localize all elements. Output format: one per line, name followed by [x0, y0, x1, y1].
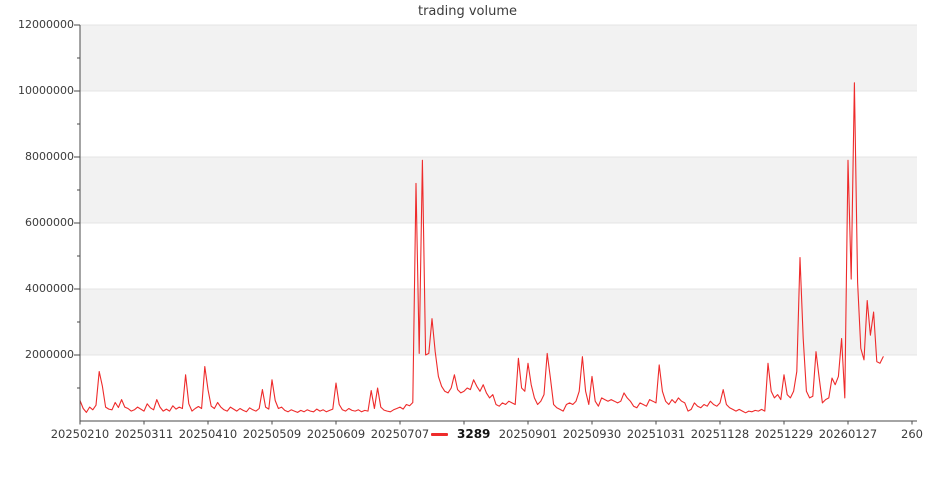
x-tick-label: 20250410 — [178, 427, 238, 441]
y-tick-label: 12000000 — [18, 18, 74, 31]
y-tick-label: 4000000 — [25, 282, 74, 295]
legend-series-label: 3289 — [457, 427, 491, 441]
legend[interactable]: 3289 — [431, 427, 490, 441]
x-tick-label: 20250311 — [114, 427, 174, 441]
gridlines — [80, 24, 917, 356]
x-tick-label: 20250609 — [306, 427, 366, 441]
x-tick-label: 20250707 — [370, 427, 430, 441]
y-tick-label: 6000000 — [25, 216, 74, 229]
y-tick-label: 8000000 — [25, 150, 74, 163]
chart-title: trading volume — [417, 4, 518, 19]
plot-bands — [80, 25, 917, 355]
series-line-3289 — [79, 82, 884, 414]
x-tick-label: 20260127 — [818, 427, 878, 441]
x-tick-label: 20250930 — [562, 427, 622, 441]
x-tick-label: 20250210 — [50, 427, 110, 441]
band — [80, 289, 917, 355]
legend-line-marker-icon — [431, 432, 448, 436]
x-tick-label: 20251128 — [690, 427, 750, 441]
x-tick-label: 20250901 — [498, 427, 558, 441]
axes — [74, 24, 917, 425]
y-tick-label: 2000000 — [25, 348, 74, 361]
y-tick-label: 10000000 — [18, 84, 74, 97]
x-tick-label: 20251229 — [754, 427, 814, 441]
band — [80, 25, 917, 91]
x-tick-label: 260 — [901, 427, 923, 441]
band — [80, 157, 917, 223]
x-tick-label: 20251031 — [626, 427, 686, 441]
x-tick-label: 20250509 — [242, 427, 302, 441]
